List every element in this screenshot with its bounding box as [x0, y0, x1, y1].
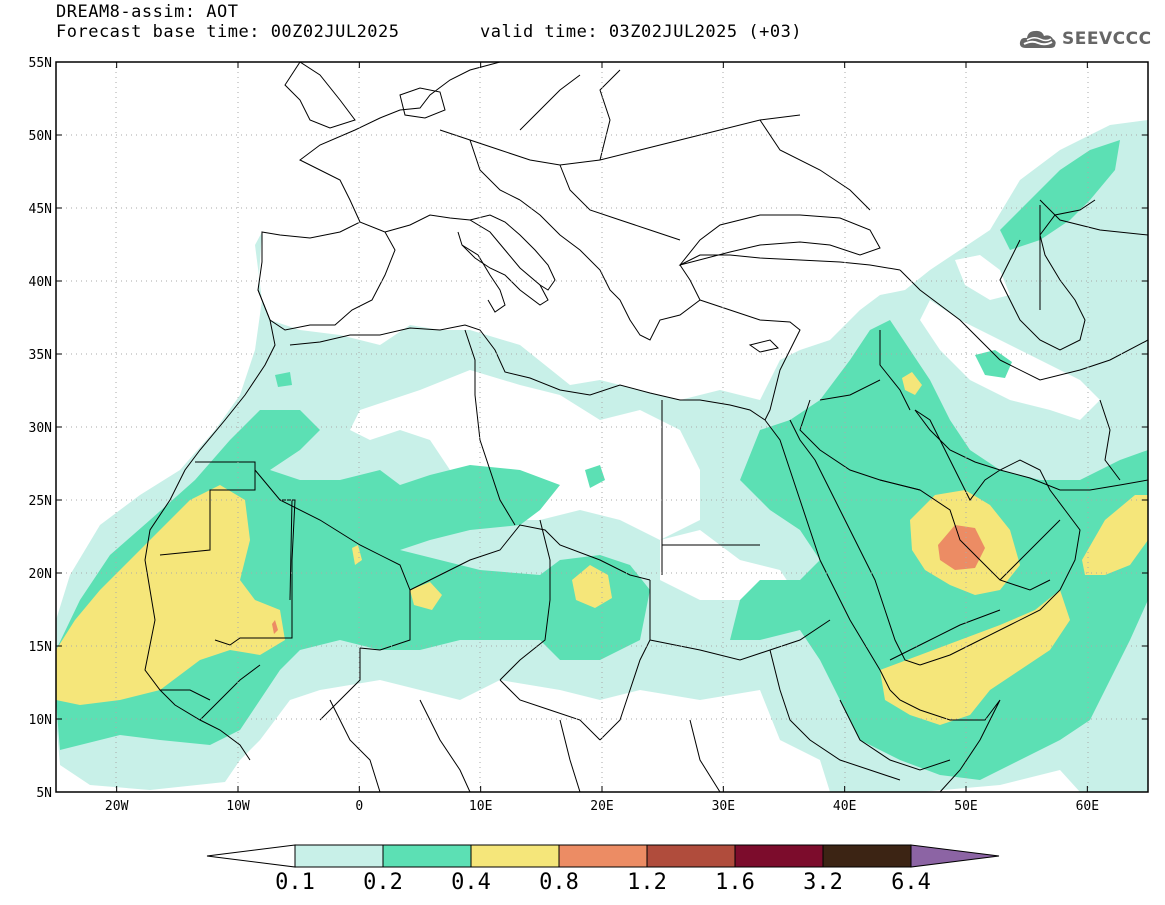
aot-contour-0.4-iraq [902, 372, 922, 395]
clear-area-caucasus [955, 255, 1010, 300]
colorbar-label: 0.8 [539, 870, 579, 895]
aot-contour-0.8-saudi [938, 525, 985, 570]
seevccc-logo: SEEVCCC [1018, 24, 1152, 54]
colorbar-swatch [734, 844, 824, 868]
colorbar-label: 6.4 [891, 870, 931, 895]
latitude-label: 30N [29, 421, 52, 436]
aot-contour-0.2-morocco [275, 372, 292, 387]
colorbar-label: 0.1 [275, 870, 315, 895]
latitude-label: 50N [29, 129, 52, 144]
aot-contour-0.2-caspian [1000, 140, 1120, 250]
aot-contour-0.8-mauritania-dot [272, 620, 278, 634]
colorbar-label: 1.6 [715, 870, 755, 895]
coastlines-borders [144, 62, 1148, 792]
colorbar-label: 3.2 [803, 870, 843, 895]
latitude-labels: 55N 50N 45N 40N 35N 30N 25N 20N 15N 10N 5N [29, 56, 52, 801]
aot-contour-0.2-libya [585, 465, 605, 488]
map-title: DREAM8-assim: AOT [56, 2, 239, 22]
colorbar-swatch [294, 844, 384, 868]
latitude-label: 15N [29, 640, 52, 655]
latitude-label: 55N [29, 56, 52, 71]
aot-contour-0.2-iran [975, 350, 1012, 378]
logo-text: SEEVCCC [1062, 29, 1152, 49]
aot-field [56, 120, 1148, 792]
clear-area-caspian-south [920, 300, 1100, 420]
aot-contour-0.4-niger [410, 582, 442, 610]
longitude-label: 20E [590, 799, 613, 814]
colorbar-label: 0.2 [363, 870, 403, 895]
longitude-labels: 20W 10W 0 10E 20E 30E 40E 50E 60E [105, 799, 1099, 814]
latitude-label: 40N [29, 275, 52, 290]
aot-contour-0.4-mali-dot [352, 545, 362, 565]
latitude-label: 20N [29, 567, 52, 582]
latitude-label: 45N [29, 202, 52, 217]
colorbar-swatch [382, 844, 472, 868]
axis-ticks [56, 61, 1148, 793]
cloud-icon [1019, 30, 1056, 48]
aot-contour-0.4-arabian-sea [1082, 495, 1148, 575]
longitude-label: 0 [355, 799, 363, 814]
longitude-label: 30E [712, 799, 735, 814]
longitude-label: 10W [226, 799, 250, 814]
aot-contour-0.4-mauritania [56, 485, 285, 705]
colorbar-swatch [822, 844, 912, 868]
latitude-label: 25N [29, 494, 52, 509]
longitude-label: 20W [105, 799, 129, 814]
forecast-base-time: Forecast base time: 00Z02JUL2025 [56, 22, 400, 42]
colorbar-label: 1.2 [627, 870, 667, 895]
colorbar-swatch [646, 844, 736, 868]
longitude-label: 60E [1076, 799, 1099, 814]
clear-area-sahara [350, 370, 700, 540]
colorbar-over-triangle [910, 844, 1000, 868]
longitude-label: 50E [954, 799, 977, 814]
colorbar-under-triangle [206, 844, 296, 868]
aot-contour-0.4-yemen [880, 590, 1070, 725]
gridlines [56, 62, 1148, 792]
latitude-label: 10N [29, 713, 52, 728]
colorbar-swatch [470, 844, 560, 868]
colorbar-label: 0.4 [451, 870, 491, 895]
colorbar-swatch [558, 844, 648, 868]
valid-time: valid time: 03Z02JUL2025 (+03) [480, 22, 803, 42]
longitude-label: 10E [469, 799, 492, 814]
latitude-label: 35N [29, 348, 52, 363]
latitude-label: 5N [36, 786, 52, 801]
colorbar [206, 844, 1000, 868]
longitude-label: 40E [833, 799, 856, 814]
